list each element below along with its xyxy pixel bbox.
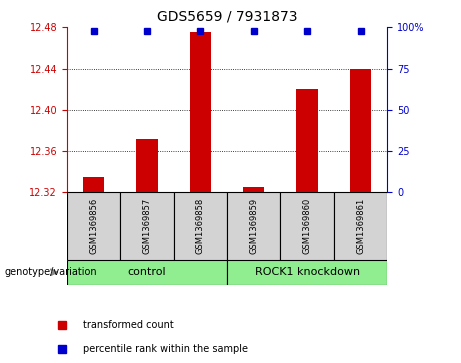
Text: GSM1369858: GSM1369858 <box>196 198 205 254</box>
Bar <box>227 192 280 260</box>
Text: transformed count: transformed count <box>83 321 173 330</box>
Bar <box>334 192 387 260</box>
Text: control: control <box>128 267 166 277</box>
Bar <box>296 89 318 192</box>
Bar <box>243 187 265 192</box>
Bar <box>67 192 120 260</box>
Text: GSM1369860: GSM1369860 <box>302 198 312 254</box>
Title: GDS5659 / 7931873: GDS5659 / 7931873 <box>157 9 297 23</box>
Text: GSM1369861: GSM1369861 <box>356 198 365 254</box>
Bar <box>120 192 174 260</box>
Bar <box>67 260 227 285</box>
Bar <box>174 192 227 260</box>
Text: percentile rank within the sample: percentile rank within the sample <box>83 344 248 354</box>
Bar <box>350 69 371 192</box>
Bar <box>136 139 158 192</box>
Text: GSM1369857: GSM1369857 <box>142 198 152 254</box>
Bar <box>227 260 387 285</box>
Text: GSM1369856: GSM1369856 <box>89 198 98 254</box>
Bar <box>280 192 334 260</box>
Text: genotype/variation: genotype/variation <box>5 267 97 277</box>
Text: GSM1369859: GSM1369859 <box>249 198 258 254</box>
Bar <box>83 177 104 192</box>
Bar <box>189 32 211 192</box>
Text: ROCK1 knockdown: ROCK1 knockdown <box>254 267 360 277</box>
